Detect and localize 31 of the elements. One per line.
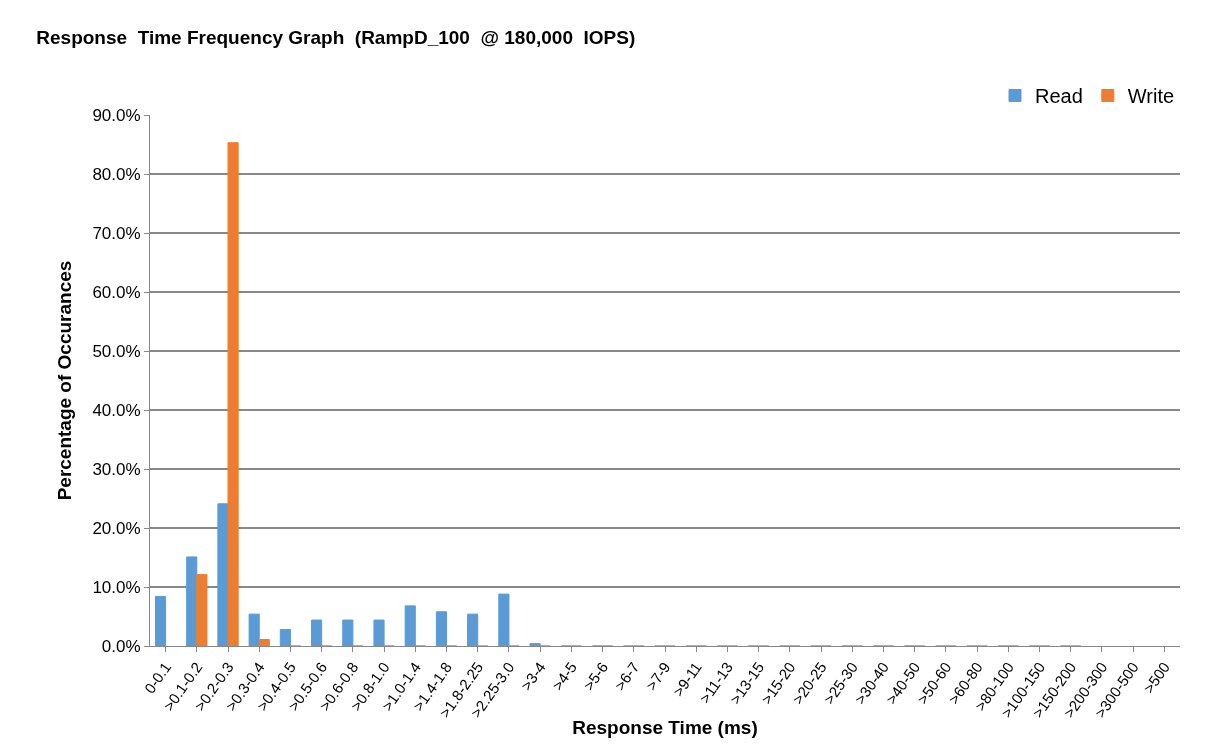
legend-label: Read [1035,85,1083,108]
y-tick-label: 0.0% [101,636,141,656]
bar [342,619,354,646]
bar [227,142,239,646]
bar [498,593,510,646]
chart-title: Response Time Frequency Graph (RampD_100 @ 180,000 IOPS) [36,26,636,48]
bar [217,503,229,646]
bar [258,639,270,646]
bar [435,611,448,646]
y-axis-title: Percentage of Occurances [54,260,76,501]
y-tick-label: 50.0% [92,341,141,361]
y-tick-label: 10.0% [92,577,141,597]
bar [279,628,291,646]
x-axis-title: Response Time (ms) [572,716,758,738]
y-tick-label: 60.0% [92,282,141,302]
legend-label: Write [1127,85,1175,108]
bar [311,619,323,646]
y-tick-label: 90.0% [92,105,141,125]
bar [373,619,385,646]
y-tick-label: 40.0% [92,400,141,420]
bar [529,643,541,646]
bar [196,574,208,646]
y-tick-label: 80.0% [92,164,141,184]
bar [186,556,198,646]
bar [154,595,167,646]
bar [248,613,260,646]
bar [467,613,479,646]
bar [404,605,416,646]
y-tick-label: 30.0% [92,459,141,479]
y-tick-label: 70.0% [92,223,141,243]
y-tick-label: 20.0% [92,518,141,538]
